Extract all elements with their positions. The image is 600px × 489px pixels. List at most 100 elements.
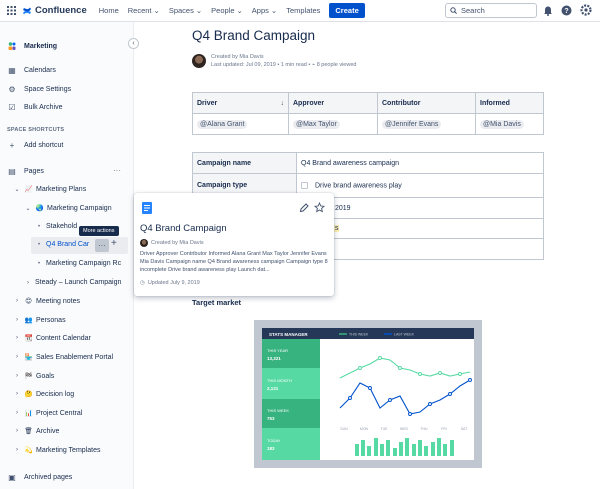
shortcuts-heading: SPACE SHORTCUTS (7, 127, 65, 133)
stat-label-this-week: THIS WEEK (267, 408, 289, 413)
nav-apps[interactable]: Apps ⌄ (251, 6, 278, 15)
help-icon[interactable]: ? (561, 5, 572, 16)
pages-header[interactable]: ▤ Pages (7, 167, 44, 176)
chevron-left-icon: ‹ (132, 40, 135, 47)
bar (380, 444, 384, 456)
sidebar-item-space-settings[interactable]: ⚙ Space Settings (7, 85, 71, 94)
search-placeholder: Search (461, 6, 485, 15)
nav-recent[interactable]: Recent ⌄ (127, 6, 160, 15)
last-week-point (448, 392, 452, 396)
clock-icon: ◷ (140, 280, 145, 286)
top-navigation: Confluence Home Recent ⌄ Spaces ⌄ People ⌄ … (0, 0, 600, 22)
tree-item-marketing-plans[interactable]: ⌄ 📈 Marketing Plans (14, 185, 87, 194)
last-week-point (348, 396, 352, 400)
user-mention[interactable]: @Max Taylor (293, 119, 340, 129)
calendar-icon: ▦ (8, 66, 16, 75)
user-mention[interactable]: @Mia Davis (480, 119, 524, 129)
more-icon: ··· (98, 241, 106, 250)
tree-item-project-central[interactable]: › 📊 Project Central (13, 409, 82, 418)
bar (424, 446, 428, 456)
app-switcher-icon[interactable] (0, 6, 22, 15)
bar (355, 444, 359, 456)
settings-icon[interactable] (580, 4, 592, 16)
stat-value-this-month: 2,131 (267, 386, 279, 391)
day-label: SUN (340, 427, 348, 431)
smile-emoji-icon: 😊 (25, 298, 32, 305)
user-mention[interactable]: @Jennifer Evans (382, 119, 442, 129)
create-button[interactable]: Create (329, 3, 365, 18)
tree-item-goals[interactable]: › 🏁 Goals (13, 372, 54, 381)
chart-emoji-icon: 📈 (24, 186, 33, 193)
archived-pages-link[interactable]: ▣ Archived pages (8, 473, 73, 482)
created-by: Created by Mia Davis (211, 54, 264, 60)
store-emoji-icon: 🏪 (24, 354, 33, 361)
plus-icon: + (9, 141, 15, 150)
chart-emoji-icon: 📊 (24, 410, 33, 417)
stat-box-bg-3 (262, 399, 320, 428)
bar (431, 442, 435, 456)
bar (412, 444, 416, 456)
day-label: WED (400, 427, 409, 431)
globe-emoji-icon: 🌏 (35, 205, 44, 212)
nav-templates[interactable]: Templates (286, 6, 321, 15)
sort-arrow-icon[interactable]: ↓ (280, 99, 285, 107)
tree-item-personas[interactable]: › 👥 Personas (13, 316, 66, 325)
nav-home[interactable]: Home (98, 6, 119, 15)
tree-item-steady-launch[interactable]: › Steady – Launch Campaign (24, 279, 121, 286)
sidebar-item-calendars[interactable]: ▦ Calendars (7, 66, 56, 75)
day-label: FRI (441, 427, 447, 431)
stat-label-this-month: THIS MONTH (267, 378, 292, 383)
tree-item-archive[interactable]: › 🗑 Archive (13, 427, 59, 436)
chevron-right-icon: › (16, 354, 18, 360)
tree-item-stakeholders[interactable]: • Stakehold (35, 223, 77, 230)
daci-cell: @Alana Grant (192, 113, 289, 135)
target-emoji-icon: 🏁 (24, 373, 33, 380)
star-icon[interactable] (314, 202, 325, 213)
people-emoji-icon: 👥 (24, 317, 33, 324)
sidebar-item-label: Calendars (24, 67, 56, 74)
pages-more-icon[interactable]: ··· (113, 166, 121, 175)
tree-item-marketing-campaign[interactable]: ⌄ 🌏 Marketing Campaign (25, 204, 112, 213)
tree-item-q4-brand-campaign[interactable]: • Q4 Brand Car (35, 241, 89, 248)
views-link[interactable]: 8 people viewed (316, 62, 357, 68)
chevron-right-icon: › (27, 279, 29, 286)
stat-label-today: TODAY (267, 438, 281, 443)
confluence-logo[interactable]: Confluence (22, 5, 87, 16)
stat-box-bg-2 (262, 369, 320, 398)
tree-item-meeting-notes[interactable]: › 😊 Meeting notes (13, 297, 80, 306)
author-avatar[interactable] (192, 54, 206, 68)
card-title[interactable]: Q4 Brand Campaign (140, 223, 227, 234)
notifications-icon[interactable] (543, 5, 553, 16)
gear-icon: ⚙ (8, 85, 16, 94)
this-week-point (378, 356, 382, 360)
tree-item-content-calendar[interactable]: › 📆 Content Calendar (13, 334, 91, 343)
search-input[interactable]: Search (445, 3, 537, 18)
stat-box-bg-4 (262, 429, 320, 460)
tree-item-sales-enablement[interactable]: › 🏪 Sales Enablement Portal (13, 353, 113, 362)
this-week-point (438, 371, 442, 375)
edit-icon[interactable] (299, 203, 309, 213)
day-label: SAT (461, 427, 468, 431)
nav-people[interactable]: People ⌄ (211, 6, 243, 15)
tree-item-decision-log[interactable]: › 🤔 Decision log (13, 390, 74, 399)
daci-header-contributor: Contributor (377, 92, 476, 114)
task-checkbox[interactable] (301, 181, 308, 189)
add-child-page-icon[interactable]: + (111, 238, 117, 249)
more-actions-button[interactable]: ··· (95, 239, 109, 252)
nav-spaces[interactable]: Spaces ⌄ (168, 6, 203, 15)
bar (450, 440, 454, 456)
bullet-icon: • (37, 260, 41, 267)
bar (405, 438, 409, 456)
collapse-sidebar-button[interactable]: ‹ (128, 38, 139, 49)
chevron-down-icon: ⌄ (270, 6, 278, 15)
sidebar-item-bulk-archive[interactable]: ☑ Bulk Archive (7, 103, 62, 112)
tree-item-marketing-templates[interactable]: › 💫 Marketing Templates (13, 446, 100, 455)
add-shortcut-label: Add shortcut (24, 142, 64, 149)
space-header[interactable]: Marketing (7, 41, 57, 51)
user-mention[interactable]: @Alana Grant (197, 119, 248, 129)
stats-dashboard-panel: STATS MANAGER THIS WEEK LAST WEEK THIS Y… (262, 328, 474, 460)
sparkle-emoji-icon: 💫 (24, 447, 33, 454)
add-shortcut-button[interactable]: + Add shortcut (7, 141, 64, 150)
svg-text:?: ? (564, 8, 568, 15)
tree-item-marketing-campaign-rc[interactable]: • Marketing Campaign Rc (35, 260, 121, 267)
